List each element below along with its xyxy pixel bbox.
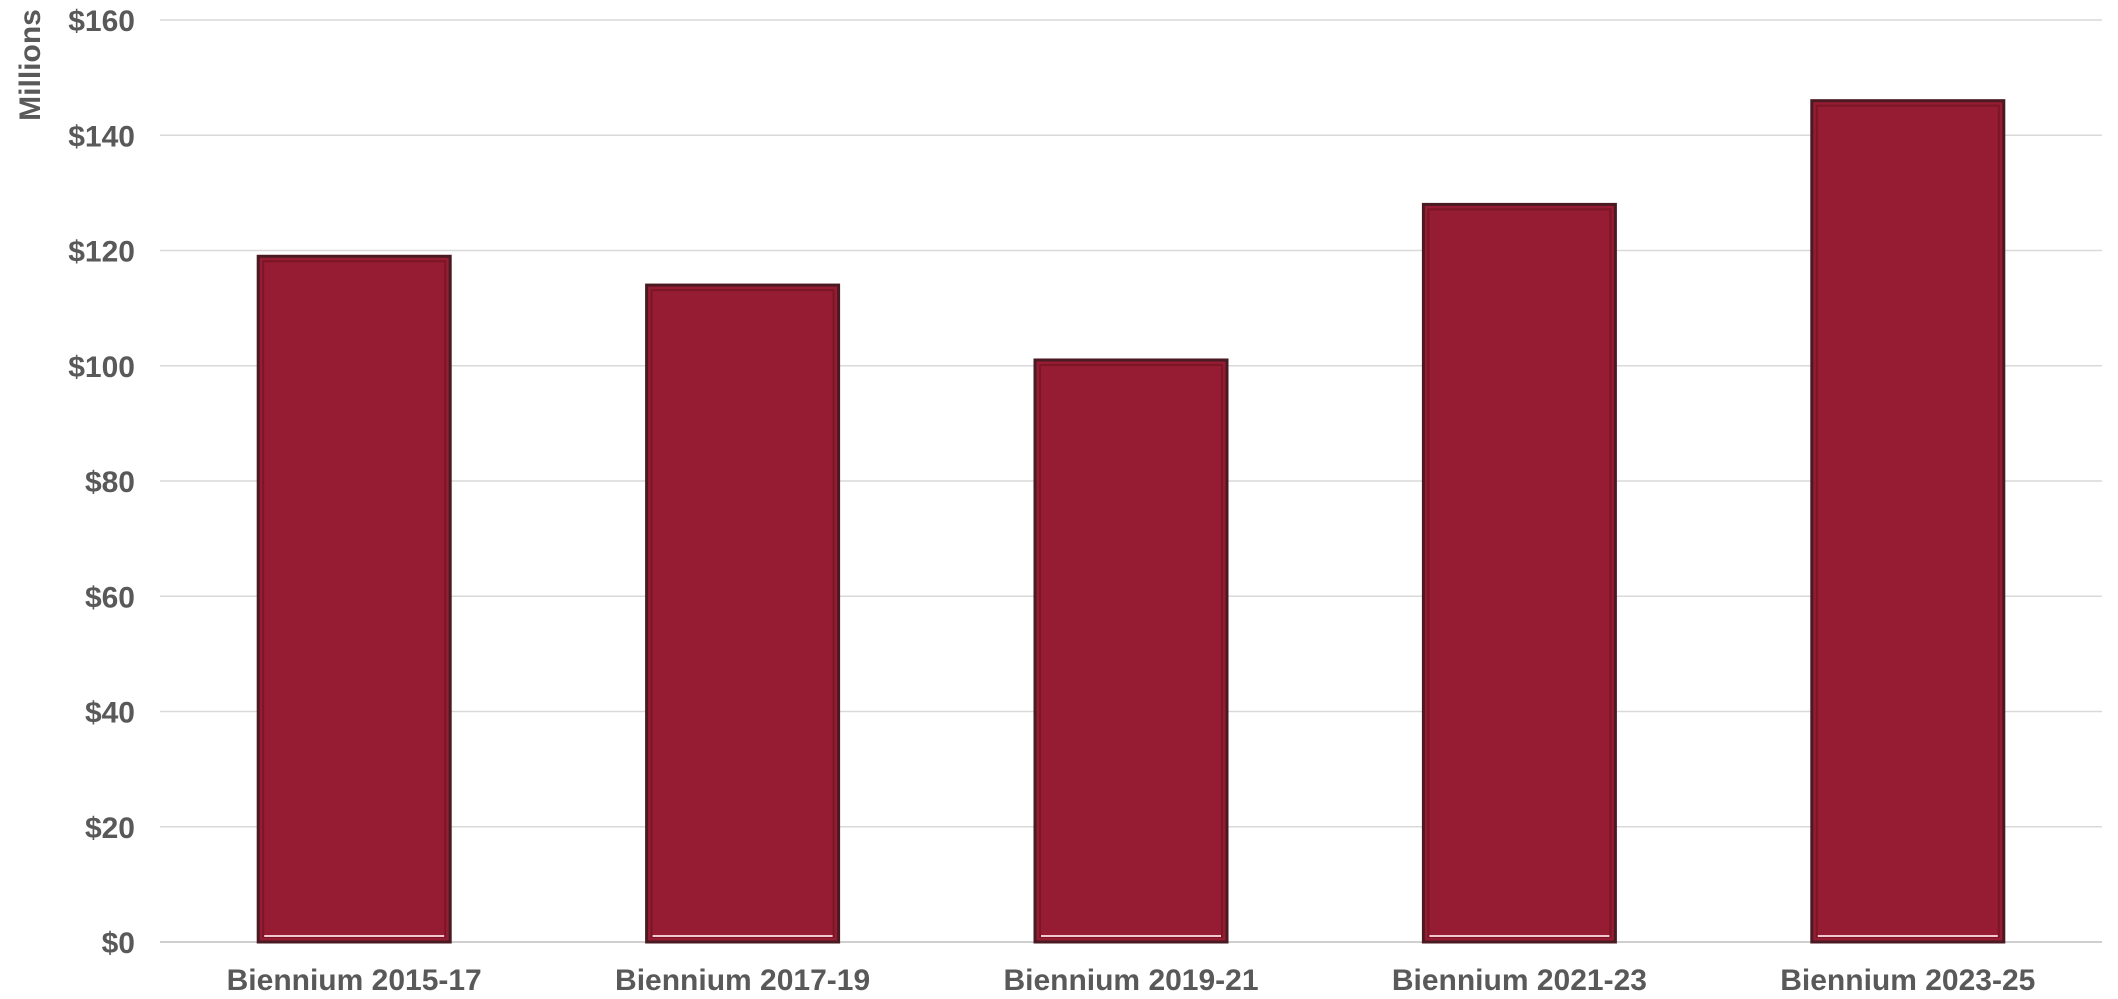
bar	[1421, 202, 1617, 944]
bar	[1810, 99, 2006, 944]
y-tick-label: $80	[85, 466, 135, 499]
bar	[1033, 358, 1229, 944]
bars	[256, 99, 2006, 944]
y-tick-label: $100	[68, 351, 135, 384]
x-axis-tick-labels: Biennium 2015-17 Biennium 2017-19 Biennium…	[227, 964, 2036, 997]
y-tick-label: $20	[85, 812, 135, 845]
bar	[256, 254, 452, 944]
y-tick-label: $120	[68, 236, 135, 269]
x-tick-label: Biennium 2023-25	[1780, 964, 2035, 997]
x-tick-label: Biennium 2015-17	[227, 964, 482, 997]
x-tick-label: Biennium 2019-21	[1003, 964, 1258, 997]
y-tick-label: $60	[85, 581, 135, 614]
y-tick-label: $160	[68, 5, 135, 38]
y-tick-label: $0	[102, 927, 135, 960]
x-tick-label: Biennium 2017-19	[615, 964, 870, 997]
y-axis-tick-labels: $0 $20 $40 $60 $80 $100 $120 $140 $160	[68, 5, 135, 960]
y-tick-label: $40	[85, 697, 135, 730]
y-tick-label: $140	[68, 120, 135, 153]
x-tick-label: Biennium 2021-23	[1392, 964, 1647, 997]
bar	[645, 283, 841, 944]
y-axis-title: Millions	[14, 9, 47, 121]
